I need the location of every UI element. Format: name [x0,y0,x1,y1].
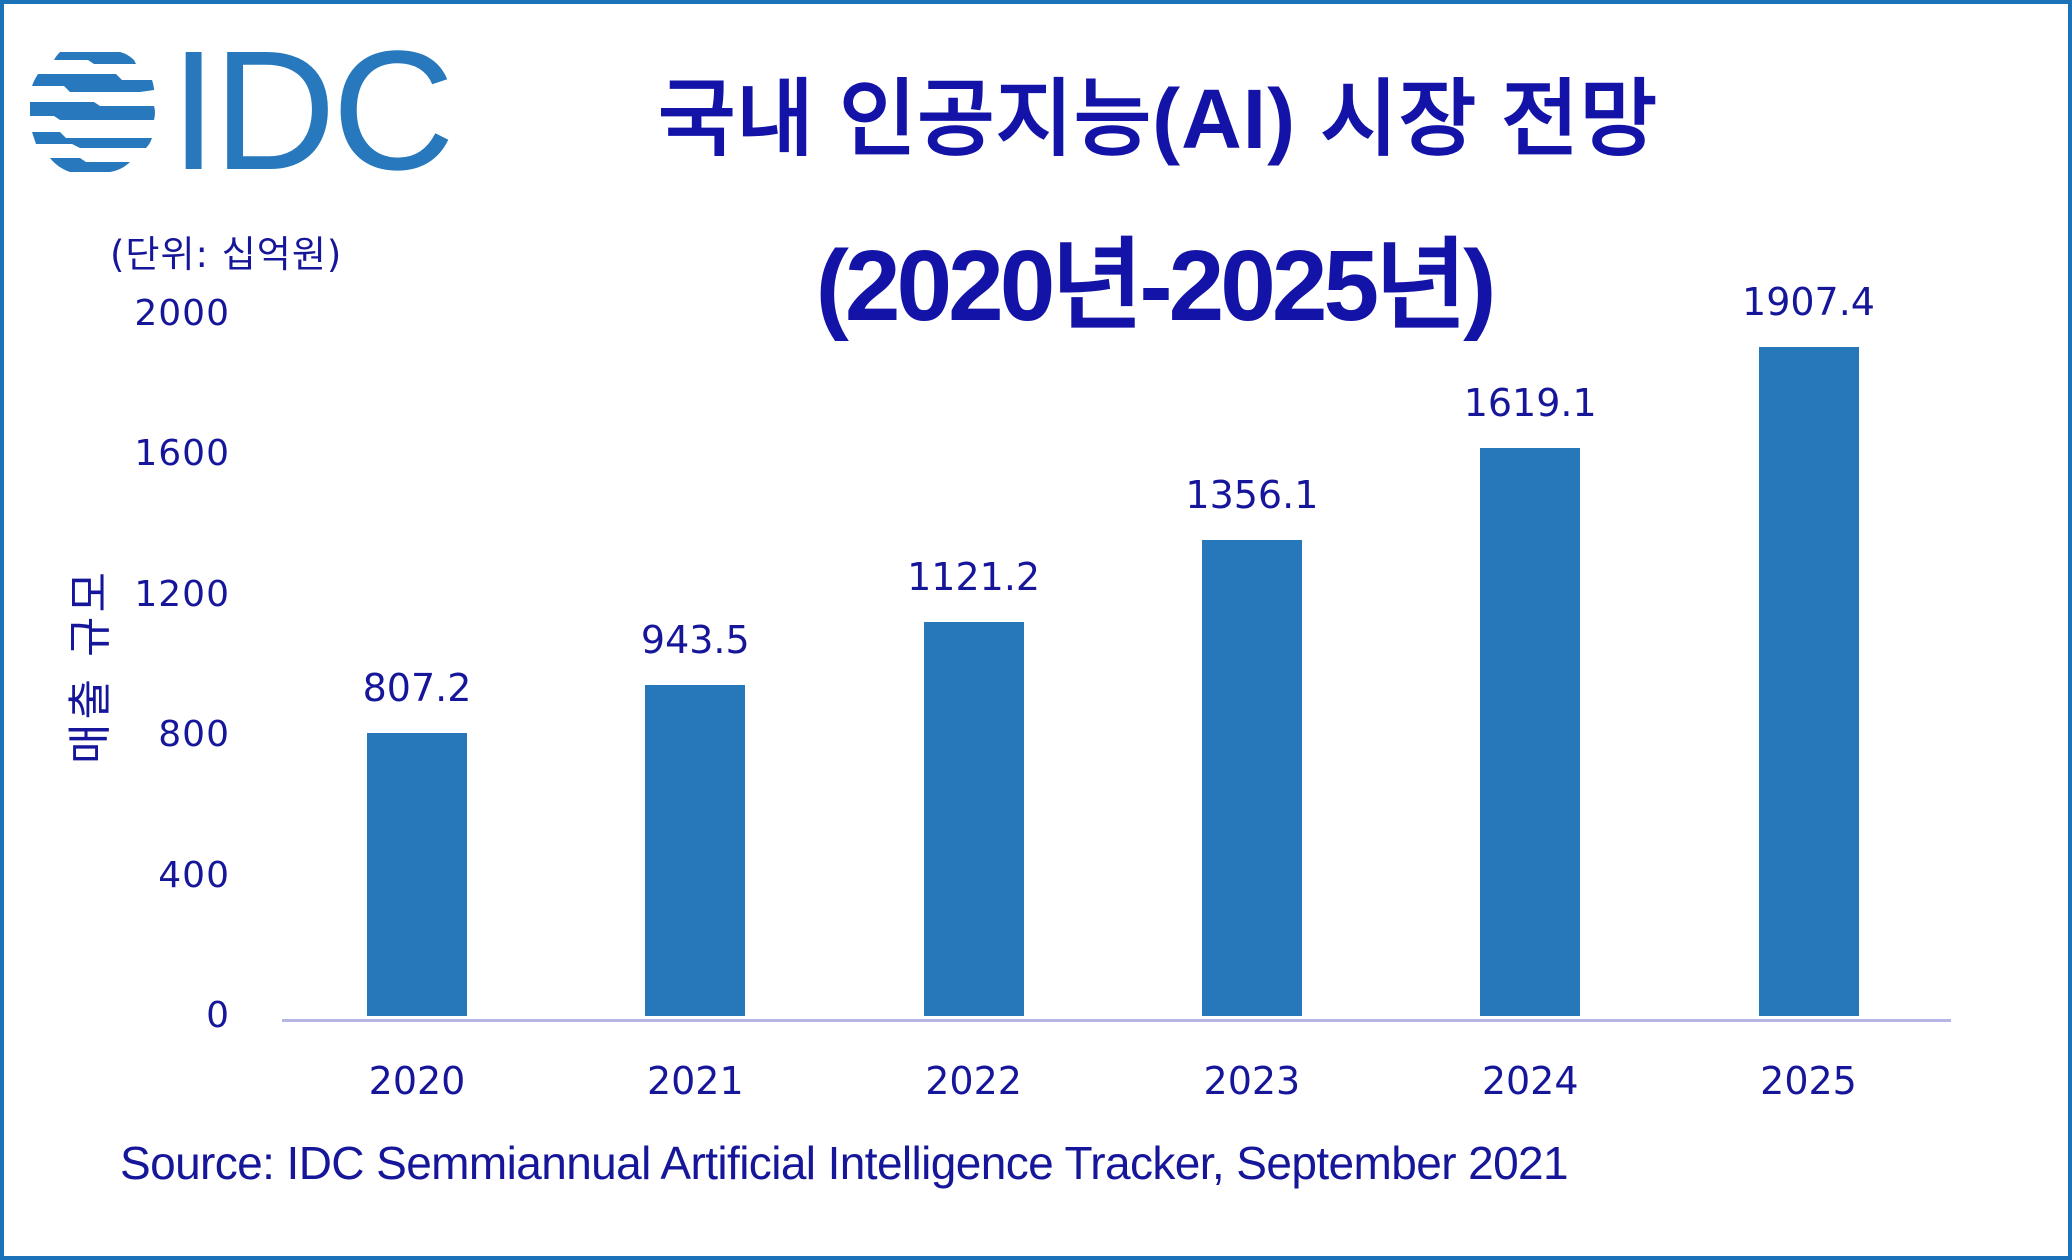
y-tick-label: 800 [158,714,230,756]
bar-value-label: 807.2 [362,665,472,710]
bar [1758,346,1859,1016]
bar-value-label: 943.5 [640,617,750,662]
bar [923,622,1024,1016]
y-axis-label: 매출 규모 [65,568,116,764]
y-tick-label: 1600 [134,433,230,475]
bar [1480,447,1581,1016]
bar-value-label: 1121.2 [907,555,1041,600]
source-note: Source: IDC Semmiannual Artificial Intel… [120,1137,1569,1189]
x-tick-label: 2024 [1481,1059,1579,1103]
x-tick-label: 2021 [646,1059,744,1103]
y-tick-label: 2000 [134,293,230,334]
y-tick-label: 1200 [134,573,230,615]
x-tick-label: 2022 [925,1059,1022,1103]
x-axis-line [282,1019,1951,1022]
chart-subtitle-text: (2020년-2025년) [815,230,1497,342]
bar-value-label: 1619.1 [1463,380,1597,425]
y-tick-label: 0 [206,995,230,1036]
bar [645,684,746,1016]
x-tick-label: 2020 [368,1059,466,1103]
y-tick-label: 400 [158,854,230,896]
logo-wordmark: IDC [170,16,455,206]
idc-logo: IDC [30,26,455,196]
globe-icon [30,52,155,172]
bar-value-label: 1907.4 [1742,279,1875,324]
chart-title-text: 국내 인공지능(AI) 시장 전망 [658,72,1658,166]
x-tick-label: 2025 [1760,1059,1857,1103]
bar-value-label: 1356.1 [1185,473,1319,517]
x-tick-label: 2023 [1203,1059,1301,1103]
unit-label: (단위: 십억원) [110,233,343,276]
bar [367,732,467,1016]
bar [1201,540,1302,1016]
